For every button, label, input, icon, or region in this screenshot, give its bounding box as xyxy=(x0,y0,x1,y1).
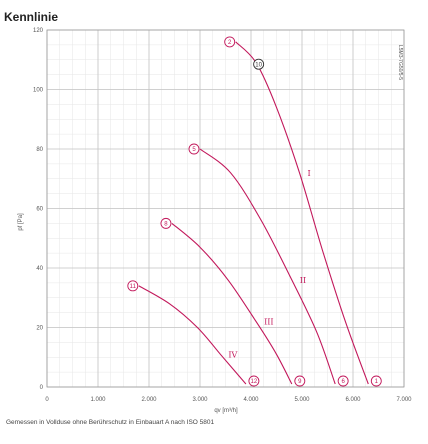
curve-end-marker xyxy=(294,375,306,387)
drawing-code: L5M3-7G50/5-5 xyxy=(397,45,403,80)
series-label-IV: IV xyxy=(228,350,237,359)
y-tick-label: 80 xyxy=(36,147,43,153)
x-tick-label: 2.000 xyxy=(141,397,157,403)
x-tick-label: 1.000 xyxy=(90,397,106,403)
series-label-II: II xyxy=(300,276,306,285)
series-layer: I 2 1 II 5 6 III 8 9 IV 11 12 10 xyxy=(127,36,382,387)
x-tick-label: 4.000 xyxy=(243,397,259,403)
curve-start-marker xyxy=(127,280,139,292)
operating-point-marker xyxy=(253,58,265,70)
x-tick-label: 7.000 xyxy=(396,397,412,403)
curve-start-marker-label: 2 xyxy=(228,40,232,46)
y-tick-label: 60 xyxy=(36,207,43,213)
curve-end-marker-label: 12 xyxy=(251,379,258,385)
series-label-III: III xyxy=(264,318,273,327)
curve-end-marker-label: 9 xyxy=(298,379,302,385)
series-line-II xyxy=(199,148,336,385)
grid xyxy=(46,29,405,388)
curve-end-marker xyxy=(370,375,382,387)
y-tick-label: 20 xyxy=(36,326,43,332)
measurement-note: Gemessen in Vollduse ohne Berührschutz i… xyxy=(6,419,215,426)
y-tick-label: 0 xyxy=(40,385,44,391)
y-tick-label: 100 xyxy=(33,88,44,94)
curve-start-marker xyxy=(160,217,172,229)
y-tick-label: 40 xyxy=(36,266,43,272)
series-line-III xyxy=(171,222,293,385)
chart-title: Kennlinie xyxy=(4,10,58,24)
curve-start-marker xyxy=(224,36,236,48)
curve-end-marker xyxy=(337,375,349,387)
y-tick-label: 120 xyxy=(33,28,44,34)
x-tick-label: 3.000 xyxy=(192,397,208,403)
series-line-IV xyxy=(138,285,247,385)
operating-point-label: 10 xyxy=(255,62,262,68)
axis-ticks: 0 1.000 2.000 3.000 4.000 5.000 6.000 7.000 0 20 4… xyxy=(33,28,412,403)
curve-end-marker-label: 1 xyxy=(375,379,379,385)
x-axis-label: qv [m³/h] xyxy=(214,408,238,414)
curve-end-marker xyxy=(248,375,260,387)
curve-end-marker-label: 6 xyxy=(341,379,345,385)
curve-start-marker-label: 11 xyxy=(130,284,137,290)
x-tick-label: 5.000 xyxy=(294,397,310,403)
x-tick-label: 0 xyxy=(45,397,49,403)
curve-start-marker xyxy=(188,143,200,155)
x-tick-label: 6.000 xyxy=(345,397,361,403)
series-label-I: I xyxy=(307,169,310,178)
y-axis-label: pf [Pa] xyxy=(18,213,24,231)
curve-start-marker-label: 5 xyxy=(192,147,196,153)
plot-frame xyxy=(46,29,405,388)
curve-start-marker-label: 8 xyxy=(164,222,168,228)
